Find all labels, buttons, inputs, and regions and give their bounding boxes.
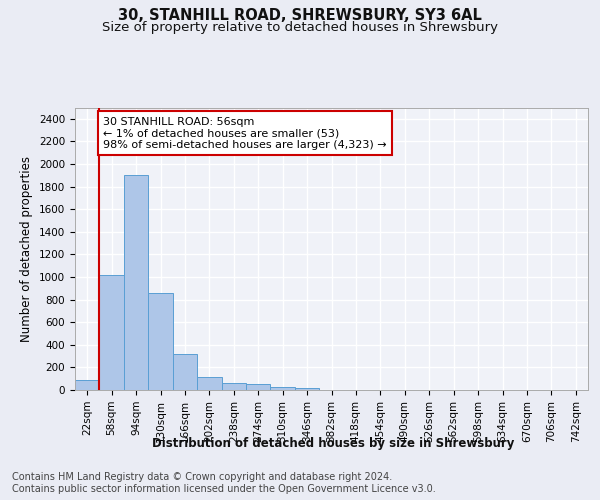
Text: 30, STANHILL ROAD, SHREWSBURY, SY3 6AL: 30, STANHILL ROAD, SHREWSBURY, SY3 6AL bbox=[118, 8, 482, 22]
Y-axis label: Number of detached properties: Number of detached properties bbox=[20, 156, 34, 342]
Text: Contains HM Land Registry data © Crown copyright and database right 2024.: Contains HM Land Registry data © Crown c… bbox=[12, 472, 392, 482]
Bar bbox=[221, 384, 246, 390]
Bar bbox=[173, 354, 197, 390]
Bar bbox=[246, 384, 271, 390]
Bar bbox=[295, 388, 319, 390]
Bar bbox=[100, 274, 124, 390]
Bar bbox=[197, 377, 221, 390]
Bar bbox=[271, 387, 295, 390]
Text: Contains public sector information licensed under the Open Government Licence v3: Contains public sector information licen… bbox=[12, 484, 436, 494]
Text: Size of property relative to detached houses in Shrewsbury: Size of property relative to detached ho… bbox=[102, 21, 498, 34]
Text: Distribution of detached houses by size in Shrewsbury: Distribution of detached houses by size … bbox=[152, 438, 514, 450]
Text: 30 STANHILL ROAD: 56sqm
← 1% of detached houses are smaller (53)
98% of semi-det: 30 STANHILL ROAD: 56sqm ← 1% of detached… bbox=[103, 116, 387, 150]
Bar bbox=[124, 176, 148, 390]
Bar bbox=[75, 380, 100, 390]
Bar bbox=[148, 293, 173, 390]
